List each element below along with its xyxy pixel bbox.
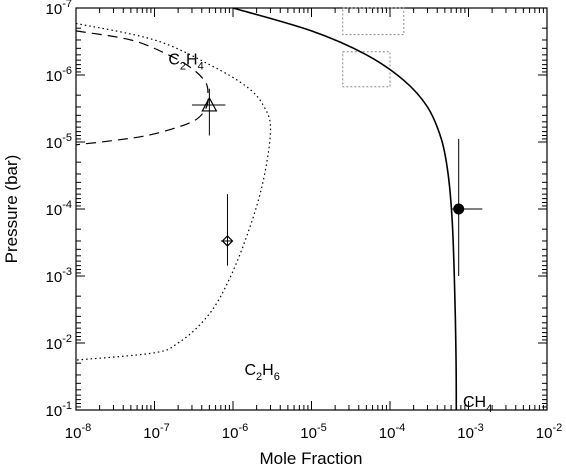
observations-group: [191, 88, 483, 276]
label-c2h6: C2H6: [244, 362, 279, 383]
series-group: [75, 7, 458, 411]
model-box: [342, 51, 391, 88]
ch4-observation-marker: [453, 203, 465, 215]
y-tick-label: 10-4: [46, 199, 72, 219]
label-c2h4: C2H4: [168, 52, 203, 73]
species-labels: C2H4 C2H6 CH4: [168, 52, 492, 415]
y-tick-label: 10-6: [46, 65, 72, 85]
c2h4-observation-marker: [201, 96, 218, 112]
y-tick-label: 10-1: [46, 400, 72, 420]
label-ch4: CH4: [463, 394, 492, 415]
axis-ticks: 10-8 10-7 10-6 10-5 10-4 10-3 10-2 10-7 10-6 10-5…: [46, 0, 563, 442]
x-axis-title: Mole Fraction: [260, 449, 363, 466]
model-box: [342, 7, 405, 36]
series-c2h6-line: [75, 22, 272, 361]
x-tick-label: 10-4: [379, 422, 405, 442]
y-tick-label: 10-3: [46, 266, 72, 286]
x-tick-label: 10-8: [65, 422, 91, 442]
series-c2h4-line: [75, 30, 209, 146]
y-tick-label: 10-5: [46, 132, 72, 152]
x-tick-label: 10-5: [300, 422, 326, 442]
x-tick-label: 10-2: [536, 422, 562, 442]
x-tick-label: 10-6: [222, 422, 248, 442]
y-axis-title: Pressure (bar): [2, 155, 21, 264]
x-tick-label: 10-7: [143, 422, 169, 442]
y-tick-label: 10-7: [46, 0, 72, 18]
y-tick-label: 10-2: [46, 333, 72, 353]
series-ch4-line: [232, 7, 458, 411]
x-tick-label: 10-3: [457, 422, 483, 442]
